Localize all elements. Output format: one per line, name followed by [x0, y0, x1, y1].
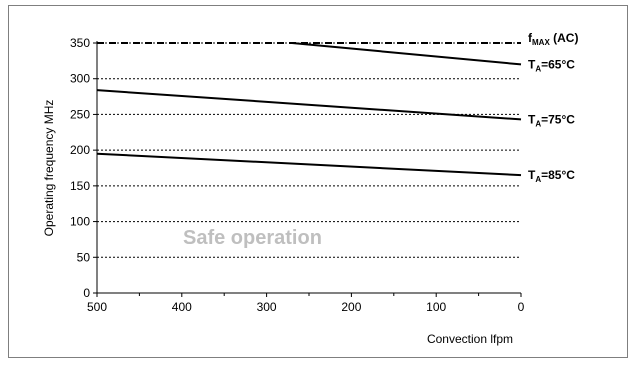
series-line-1 — [291, 42, 522, 66]
series-labels: fMAX (AC) TA=65°C TA=75°C TA=85°C — [528, 31, 578, 184]
axes — [93, 41, 522, 297]
series-line-3 — [96, 152, 522, 177]
x-tick-label-0: 0 — [518, 300, 525, 314]
y-tick-label-0: 0 — [83, 286, 90, 300]
y-tick-label-50: 50 — [77, 250, 91, 264]
x-tick-label-400: 400 — [172, 300, 192, 314]
x-tick-label-200: 200 — [341, 300, 361, 314]
tick-labels: 0 50 100 150 200 250 300 350 500 400 300 200 100 0 — [70, 36, 525, 314]
x-tick-label-500: 500 — [87, 300, 107, 314]
y-tick-label-300: 300 — [70, 72, 90, 86]
series-label-3: TA=85°C — [528, 168, 575, 184]
series-label-2: TA=75°C — [528, 112, 575, 128]
x-axis-title: Convection lfpm — [427, 332, 513, 346]
y-tick-label-250: 250 — [70, 107, 90, 121]
series-lines — [96, 42, 522, 177]
y-tick-label-350: 350 — [70, 36, 90, 50]
safe-operation-annotation: Safe operation — [183, 227, 322, 249]
series-label-0: fMAX (AC) — [528, 31, 578, 47]
y-tick-label-100: 100 — [70, 215, 90, 229]
series-line-2 — [96, 89, 522, 121]
y-tick-label-150: 150 — [70, 179, 90, 193]
chart-frame — [8, 5, 628, 358]
series-label-1: TA=65°C — [528, 57, 575, 73]
y-tick-label-200: 200 — [70, 143, 90, 157]
y-axis-title: Operating frequency MHz — [42, 100, 56, 237]
grid-lines — [97, 42, 521, 258]
x-tick-label-100: 100 — [426, 300, 446, 314]
x-tick-label-300: 300 — [257, 300, 277, 314]
